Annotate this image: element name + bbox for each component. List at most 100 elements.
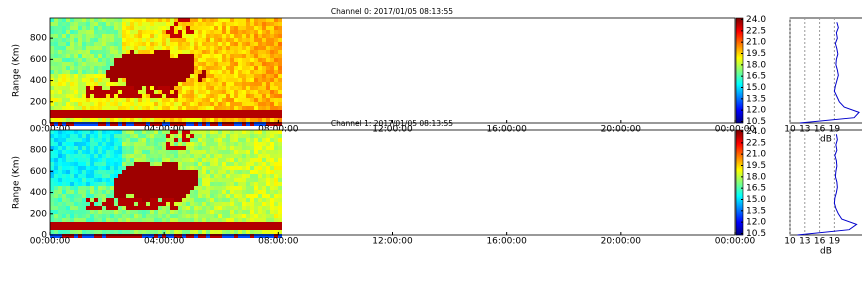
image-cell: [98, 34, 102, 38]
image-cell: [262, 226, 266, 230]
image-cell: [202, 214, 206, 218]
image-cell: [66, 202, 70, 206]
image-cell: [242, 46, 246, 50]
image-cell: [198, 78, 202, 82]
colorbar-tick-label: 18.0: [746, 60, 766, 70]
image-cell: [150, 102, 154, 106]
image-cell: [150, 18, 154, 22]
image-cell: [274, 18, 278, 22]
image-cell: [90, 134, 94, 138]
image-cell: [158, 186, 162, 190]
image-cell: [170, 94, 174, 98]
image-cell: [206, 62, 210, 66]
image-cell: [230, 214, 234, 218]
image-cell: [226, 182, 230, 186]
image-cell: [218, 46, 222, 50]
image-cell: [226, 90, 230, 94]
image-cell: [106, 134, 110, 138]
image-cell: [146, 182, 150, 186]
image-cell: [66, 54, 70, 58]
image-cell: [190, 130, 194, 134]
image-cell: [58, 158, 62, 162]
image-cell: [210, 230, 214, 234]
image-cell: [266, 134, 270, 138]
image-cell: [226, 58, 230, 62]
image-cell: [270, 130, 274, 134]
image-cell: [66, 138, 70, 142]
image-cell: [78, 166, 82, 170]
image-cell: [218, 78, 222, 82]
image-cell: [274, 38, 278, 42]
image-cell: [266, 142, 270, 146]
image-cell: [62, 178, 66, 182]
image-cell: [90, 162, 94, 166]
image-cell: [134, 70, 138, 74]
image-cell: [66, 158, 70, 162]
image-cell: [266, 106, 270, 110]
image-cell: [146, 206, 150, 210]
image-cell: [246, 114, 250, 118]
image-cell: [138, 194, 142, 198]
image-cell: [106, 50, 110, 54]
image-cell: [198, 106, 202, 110]
image-cell: [134, 142, 138, 146]
image-cell: [130, 86, 134, 90]
image-cell: [190, 82, 194, 86]
image-cell: [146, 186, 150, 190]
image-cell: [222, 190, 226, 194]
image-cell: [274, 66, 278, 70]
image-cell: [50, 190, 54, 194]
image-cell: [74, 94, 78, 98]
image-cell: [58, 42, 62, 46]
image-cell: [78, 74, 82, 78]
image-cell: [86, 186, 90, 190]
image-cell: [182, 166, 186, 170]
image-cell: [90, 186, 94, 190]
image-cell: [170, 142, 174, 146]
image-cell: [170, 58, 174, 62]
image-cell: [150, 22, 154, 26]
image-cell: [194, 218, 198, 222]
image-cell: [170, 202, 174, 206]
image-cell: [66, 182, 70, 186]
image-cell: [150, 202, 154, 206]
image-cell: [78, 214, 82, 218]
image-cell: [190, 110, 194, 114]
image-cell: [122, 106, 126, 110]
image-cell: [258, 170, 262, 174]
image-cell: [158, 102, 162, 106]
image-cell: [266, 230, 270, 234]
image-cell: [214, 158, 218, 162]
image-cell: [174, 66, 178, 70]
image-cell: [202, 102, 206, 106]
image-cell: [54, 162, 58, 166]
image-cell: [194, 34, 198, 38]
image-cell: [262, 138, 266, 142]
image-cell: [86, 90, 90, 94]
image-cell: [242, 106, 246, 110]
image-cell: [158, 82, 162, 86]
image-cell: [258, 66, 262, 70]
image-cell: [178, 42, 182, 46]
image-cell: [158, 190, 162, 194]
image-cell: [242, 114, 246, 118]
image-cell: [226, 210, 230, 214]
image-cell: [238, 178, 242, 182]
image-cell: [94, 110, 98, 114]
image-cell: [230, 162, 234, 166]
image-cell: [210, 70, 214, 74]
image-cell: [238, 210, 242, 214]
image-cell: [78, 226, 82, 230]
image-cell: [50, 34, 54, 38]
image-cell: [122, 178, 126, 182]
image-cell: [70, 38, 74, 42]
image-cell: [98, 178, 102, 182]
image-cell: [62, 146, 66, 150]
image-cell: [142, 26, 146, 30]
image-cell: [114, 146, 118, 150]
image-cell: [230, 94, 234, 98]
image-cell: [142, 162, 146, 166]
image-cell: [62, 46, 66, 50]
image-cell: [62, 190, 66, 194]
image-cell: [102, 46, 106, 50]
